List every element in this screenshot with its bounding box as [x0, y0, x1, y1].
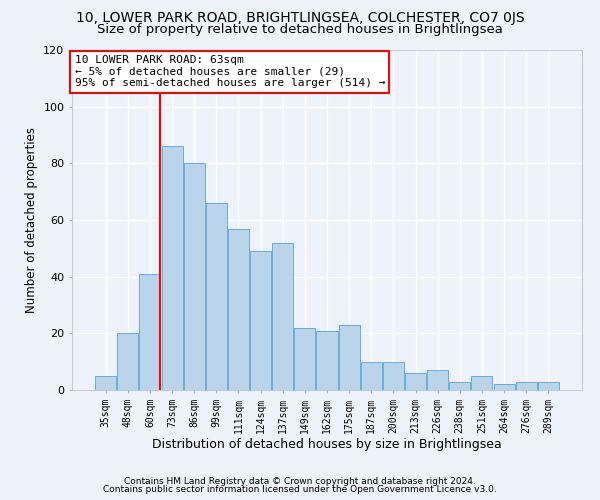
Bar [118, 334, 139, 390]
Y-axis label: Number of detached properties: Number of detached properties [25, 127, 38, 313]
Bar [139, 274, 160, 390]
Bar [538, 382, 559, 390]
Bar [494, 384, 515, 390]
Bar [228, 228, 249, 390]
Bar [316, 330, 338, 390]
Bar [272, 242, 293, 390]
Bar [472, 376, 493, 390]
Bar [338, 325, 359, 390]
Text: Size of property relative to detached houses in Brightlingsea: Size of property relative to detached ho… [97, 22, 503, 36]
Bar [515, 382, 536, 390]
Bar [405, 373, 426, 390]
Text: 10, LOWER PARK ROAD, BRIGHTLINGSEA, COLCHESTER, CO7 0JS: 10, LOWER PARK ROAD, BRIGHTLINGSEA, COLC… [76, 11, 524, 25]
Bar [95, 376, 116, 390]
Bar [250, 251, 271, 390]
Bar [361, 362, 382, 390]
Text: Contains public sector information licensed under the Open Government Licence v3: Contains public sector information licen… [103, 485, 497, 494]
Bar [161, 146, 182, 390]
Text: Contains HM Land Registry data © Crown copyright and database right 2024.: Contains HM Land Registry data © Crown c… [124, 477, 476, 486]
Bar [295, 328, 316, 390]
Bar [184, 164, 205, 390]
Bar [427, 370, 448, 390]
X-axis label: Distribution of detached houses by size in Brightlingsea: Distribution of detached houses by size … [152, 438, 502, 452]
Bar [206, 203, 227, 390]
Text: 10 LOWER PARK ROAD: 63sqm
← 5% of detached houses are smaller (29)
95% of semi-d: 10 LOWER PARK ROAD: 63sqm ← 5% of detach… [74, 55, 385, 88]
Bar [449, 382, 470, 390]
Bar [383, 362, 404, 390]
